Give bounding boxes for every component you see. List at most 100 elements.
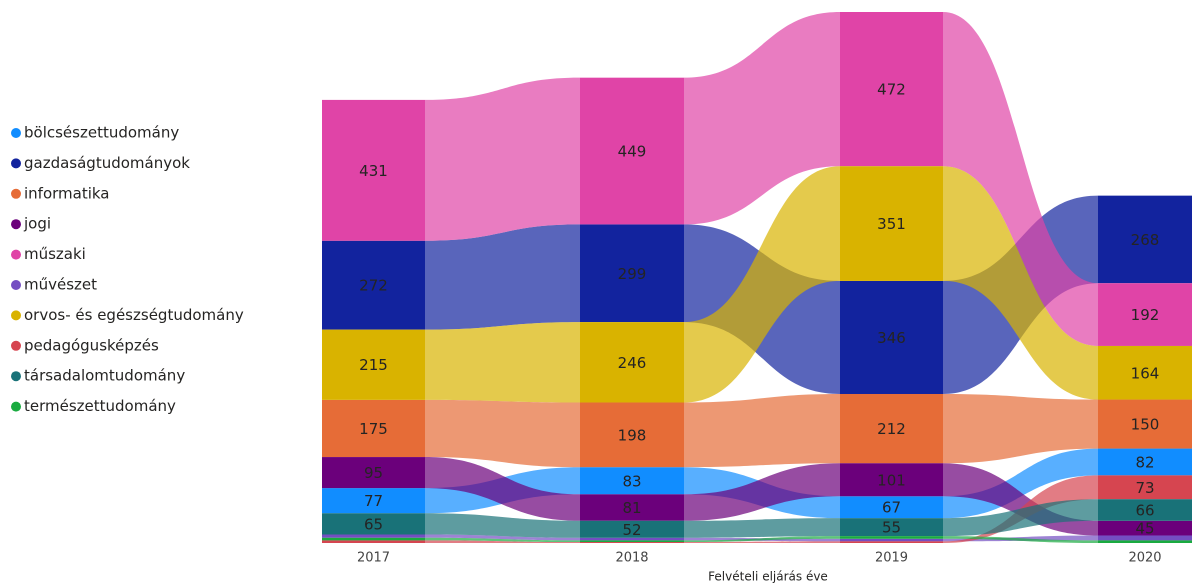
ribbon (684, 518, 840, 538)
ribbon (684, 463, 840, 521)
data-label: 212 (877, 420, 906, 438)
data-label: 198 (618, 426, 647, 444)
bar (322, 540, 425, 543)
bar (840, 12, 943, 167)
ribbon (943, 499, 1098, 537)
data-label: 164 (1131, 364, 1160, 382)
ribbon (684, 536, 840, 543)
data-label: 82 (1135, 453, 1154, 471)
data-label: 431 (359, 162, 388, 180)
ribbon (684, 12, 840, 225)
ribbons (425, 12, 1098, 543)
data-label: 192 (1131, 306, 1160, 324)
ribbon (943, 448, 1098, 519)
bar (580, 467, 684, 495)
data-label: 83 (622, 472, 641, 490)
ribbon (943, 12, 1098, 346)
ribbon (425, 534, 580, 541)
bar (840, 166, 943, 281)
x-tick-label: 2020 (1128, 551, 1161, 566)
bar (322, 537, 425, 541)
data-label: 95 (364, 464, 383, 482)
data-label: 45 (1135, 520, 1154, 538)
bar (1098, 520, 1192, 536)
bar (322, 534, 425, 538)
data-label: 246 (618, 354, 647, 372)
bar (840, 393, 943, 464)
legend-marker (11, 158, 21, 169)
legend-label: gazdaságtudományok (24, 154, 190, 172)
bar (1098, 345, 1192, 400)
data-label: 67 (882, 499, 901, 517)
data-label: 351 (877, 215, 906, 233)
bar (580, 520, 684, 538)
bar (840, 280, 943, 394)
ribbon (425, 322, 580, 403)
data-label: 299 (618, 265, 647, 283)
bar (1098, 540, 1192, 543)
bar (1098, 499, 1192, 521)
bar (322, 99, 425, 241)
bar (840, 536, 943, 539)
bar (322, 457, 425, 489)
bar (580, 224, 684, 323)
ribbon (684, 166, 840, 403)
x-tick-label: 2019 (875, 551, 908, 566)
bar (580, 540, 684, 543)
ribbon (425, 540, 580, 543)
data-label: 101 (877, 471, 906, 489)
bar (580, 322, 684, 403)
x-axis-title: Felvételi eljárás éve (708, 570, 828, 584)
legend-label: műszaki (24, 245, 86, 263)
legend-label: orvos- és egészségtudomány (24, 306, 244, 324)
data-label: 55 (882, 519, 901, 537)
legend-marker (11, 401, 21, 412)
ribbon (425, 77, 580, 241)
legend-label: pedagógusképzés (24, 336, 159, 354)
data-label: 272 (359, 277, 388, 295)
data-label: 449 (618, 143, 647, 161)
data-label: 150 (1131, 416, 1160, 434)
legend-label: informatika (24, 184, 110, 202)
data-label: 346 (877, 329, 906, 347)
ribbon (425, 399, 580, 468)
bar (840, 518, 943, 537)
data-label: 268 (1131, 231, 1160, 249)
x-tick-label: 2018 (615, 551, 648, 566)
ribbon (684, 393, 840, 468)
legend-label: jogi (23, 215, 51, 233)
bar (840, 538, 943, 542)
legend-marker (11, 219, 21, 230)
data-label: 52 (622, 521, 641, 539)
bar (1098, 448, 1192, 476)
ribbon (943, 166, 1098, 400)
bar (1098, 399, 1192, 449)
data-label: 73 (1135, 479, 1154, 497)
bar (322, 240, 425, 330)
data-label: 66 (1135, 501, 1154, 519)
x-tick-label: 2017 (357, 551, 390, 566)
legend-label: természettudomány (24, 397, 176, 415)
data-label: 77 (364, 492, 383, 510)
bar (322, 488, 425, 514)
data-label: 81 (622, 499, 641, 517)
bar (580, 402, 684, 468)
legend-marker (11, 371, 21, 382)
legend-marker (11, 128, 21, 138)
bar (840, 496, 943, 519)
bar (322, 329, 425, 400)
labels: 77 83 67 82 272 299 346 268 175 198 212 150 95 81 101 4… (359, 81, 1159, 539)
ribbon (425, 537, 580, 543)
bar (1098, 283, 1192, 346)
ribbon (684, 541, 840, 543)
data-label: 65 (364, 515, 383, 533)
legend-label: bölcsészettudomány (24, 124, 179, 142)
legend-marker (11, 340, 21, 351)
data-label: 175 (359, 420, 388, 438)
bar (322, 399, 425, 458)
bar (840, 541, 943, 543)
bar (840, 463, 943, 497)
bar (1098, 535, 1192, 541)
ribbon (425, 513, 580, 538)
bar (580, 77, 684, 225)
